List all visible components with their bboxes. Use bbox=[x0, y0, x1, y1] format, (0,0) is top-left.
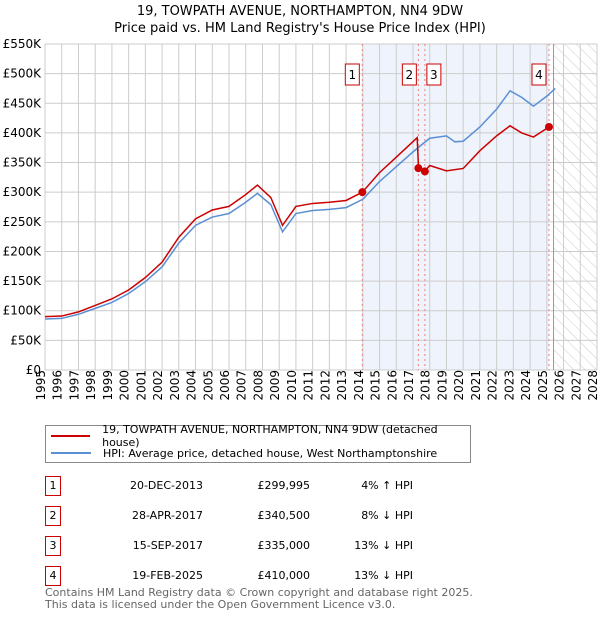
x-tick-label: 2028 bbox=[586, 370, 600, 401]
x-tick-label: 2020 bbox=[452, 370, 466, 401]
y-tick-label: £100K bbox=[3, 304, 43, 318]
transaction-price: £410,000 bbox=[257, 569, 311, 582]
y-tick-label: £150K bbox=[3, 274, 43, 288]
x-tick-label: 2000 bbox=[118, 370, 132, 401]
y-tick-label: £350K bbox=[3, 156, 43, 170]
x-tick-label: 2018 bbox=[419, 370, 433, 401]
transaction-price: £299,995 bbox=[257, 479, 311, 492]
y-tick-label: £50K bbox=[10, 333, 42, 347]
x-tick-label: 1995 bbox=[34, 370, 48, 401]
sale-label: 1 bbox=[348, 68, 356, 82]
sale-label-box: 2 bbox=[401, 63, 417, 86]
sale-point bbox=[544, 122, 553, 131]
transaction-date: 19-FEB-2025 bbox=[132, 569, 203, 582]
x-tick-label: 2025 bbox=[536, 370, 550, 401]
y-tick-label: £250K bbox=[3, 215, 43, 229]
x-tick-label: 2010 bbox=[285, 370, 299, 401]
x-tick-label: 2012 bbox=[318, 370, 332, 401]
legend: 19, TOWPATH AVENUE, NORTHAMPTON, NN4 9DW… bbox=[45, 423, 471, 463]
x-tick-label: 2021 bbox=[469, 370, 483, 401]
legend-label: HPI: Average price, detached house, West… bbox=[103, 446, 438, 460]
x-tick-label: 2024 bbox=[519, 370, 533, 401]
chart-title: 19, TOWPATH AVENUE, NORTHAMPTON, NN4 9DW… bbox=[0, 3, 600, 37]
x-tick-label: 1997 bbox=[67, 370, 81, 401]
x-tick-label: 1996 bbox=[51, 370, 65, 401]
x-tick-label: 2013 bbox=[335, 370, 349, 401]
y-tick-label: £550K bbox=[3, 37, 43, 51]
transaction-row: 4 19-FEB-2025 £410,000 13% ↓ HPI bbox=[45, 566, 445, 586]
legend-item-property: 19, TOWPATH AVENUE, NORTHAMPTON, NN4 9DW… bbox=[46, 423, 470, 449]
x-tick-label: 2001 bbox=[134, 370, 148, 401]
shaded-period bbox=[362, 44, 549, 370]
x-tick-label: 1999 bbox=[101, 370, 115, 401]
y-tick-label: £400K bbox=[3, 126, 43, 140]
price-chart: £0 £50K £100K £150K £200K £250K £300K £350K £400… bbox=[3, 37, 600, 401]
x-tick-label: 2004 bbox=[185, 370, 199, 401]
transaction-number: 4 bbox=[45, 566, 61, 586]
sale-point bbox=[420, 167, 429, 176]
x-tick-label: 2016 bbox=[385, 370, 399, 401]
x-tick-label: 2002 bbox=[151, 370, 165, 401]
sale-label: 2 bbox=[406, 68, 414, 82]
sale-point bbox=[358, 188, 367, 197]
legend-item-hpi: HPI: Average price, detached house, West… bbox=[46, 445, 437, 461]
transaction-row: 1 20-DEC-2013 £299,995 4% ↑ HPI bbox=[45, 476, 445, 496]
x-tick-label: 1998 bbox=[84, 370, 98, 401]
transaction-number: 3 bbox=[45, 536, 61, 556]
legend-swatch-blue bbox=[51, 452, 91, 454]
transaction-hpi-change: 13% ↓ HPI bbox=[354, 569, 413, 582]
x-tick-label: 2022 bbox=[486, 370, 500, 401]
sale-label-box: 1 bbox=[344, 63, 360, 86]
legend-label: 19, TOWPATH AVENUE, NORTHAMPTON, NN4 9DW… bbox=[102, 423, 438, 449]
x-tick-label: 2005 bbox=[201, 370, 215, 401]
transaction-date: 28-APR-2017 bbox=[131, 509, 203, 522]
footer: Contains HM Land Registry data © Crown c… bbox=[45, 587, 473, 611]
x-tick-label: 2026 bbox=[553, 370, 567, 401]
footer-line: Contains HM Land Registry data © Crown c… bbox=[45, 586, 473, 599]
x-tick-label: 2008 bbox=[251, 370, 265, 401]
transaction-row: 3 15-SEP-2017 £335,000 13% ↓ HPI bbox=[45, 536, 445, 556]
x-tick-label: 2027 bbox=[569, 370, 583, 401]
x-tick-label: 2007 bbox=[235, 370, 249, 401]
sale-label: 3 bbox=[430, 68, 438, 82]
sale-label-box: 4 bbox=[531, 63, 547, 86]
sale-label-box: 3 bbox=[426, 63, 442, 86]
x-tick-label: 2023 bbox=[502, 370, 516, 401]
sale-point bbox=[414, 164, 423, 173]
x-tick-label: 2015 bbox=[369, 370, 383, 401]
x-tick-label: 2006 bbox=[218, 370, 232, 401]
transaction-date: 20-DEC-2013 bbox=[129, 479, 203, 492]
transaction-hpi-change: 8% ↓ HPI bbox=[361, 509, 413, 522]
sale-label: 4 bbox=[535, 68, 543, 82]
x-tick-label: 2003 bbox=[168, 370, 182, 401]
forecast-hatch bbox=[553, 44, 597, 370]
x-tick-label: 2014 bbox=[352, 370, 366, 401]
x-tick-label: 2017 bbox=[402, 370, 416, 401]
transaction-hpi-change: 4% ↑ HPI bbox=[361, 479, 413, 492]
transaction-price: £340,500 bbox=[257, 509, 311, 522]
y-tick-label: £0 bbox=[26, 363, 41, 377]
x-tick-label: 2009 bbox=[268, 370, 282, 401]
x-tick-label: 2011 bbox=[302, 370, 316, 401]
y-tick-label: £450K bbox=[3, 96, 43, 110]
footer-line: This data is licensed under the Open Gov… bbox=[45, 598, 396, 611]
hpi-line bbox=[44, 87, 556, 320]
legend-swatch-red bbox=[51, 435, 91, 437]
transaction-number: 1 bbox=[45, 476, 61, 496]
title-line-1: 19, TOWPATH AVENUE, NORTHAMPTON, NN4 9DW bbox=[136, 4, 464, 19]
y-tick-label: £500K bbox=[3, 67, 43, 81]
transaction-row: 2 28-APR-2017 £340,500 8% ↓ HPI bbox=[45, 506, 445, 526]
title-line-2: Price paid vs. HM Land Registry's House … bbox=[114, 21, 486, 36]
y-tick-label: £200K bbox=[3, 244, 43, 258]
transaction-price: £335,000 bbox=[257, 539, 311, 552]
transaction-number: 2 bbox=[45, 506, 61, 526]
y-tick-label: £300K bbox=[3, 185, 43, 199]
x-tick-label: 2019 bbox=[435, 370, 449, 401]
transaction-date: 15-SEP-2017 bbox=[132, 539, 203, 552]
transaction-hpi-change: 13% ↓ HPI bbox=[354, 539, 413, 552]
property-price-line bbox=[44, 124, 550, 318]
